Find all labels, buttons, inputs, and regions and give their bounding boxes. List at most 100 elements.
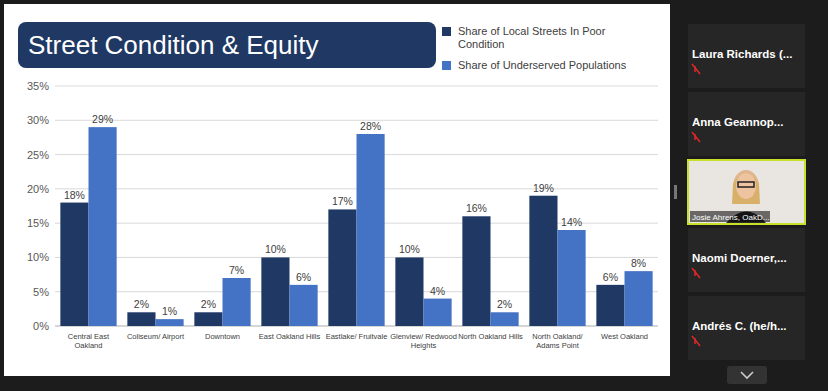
text-line: Share of Local Streets In Poor bbox=[458, 25, 606, 37]
text-line: East Oakland Hills bbox=[259, 332, 321, 341]
bar bbox=[558, 230, 586, 326]
text-line: Downtown bbox=[205, 332, 240, 341]
text-line: Coliseum/ Airport bbox=[127, 332, 185, 341]
bar bbox=[60, 203, 88, 326]
participant-name: Laura Richards (... bbox=[692, 48, 792, 60]
bar bbox=[328, 209, 356, 326]
data-label: 14% bbox=[561, 216, 582, 228]
data-label: 16% bbox=[466, 202, 487, 214]
bar bbox=[223, 278, 251, 326]
caption-bg bbox=[690, 211, 770, 222]
divider-handle bbox=[674, 185, 677, 199]
participant-tile bbox=[688, 160, 805, 224]
bars bbox=[60, 127, 652, 326]
video-glasses bbox=[738, 182, 754, 187]
x-tick-label: Downtown bbox=[205, 332, 240, 341]
participant-name: Naomi Doerner,... bbox=[692, 252, 787, 264]
data-label: 6% bbox=[296, 271, 311, 283]
y-tick-label: 25% bbox=[27, 149, 49, 161]
background bbox=[0, 0, 828, 391]
slide bbox=[4, 4, 670, 376]
participant-tile bbox=[688, 296, 805, 360]
grid-line bbox=[55, 86, 658, 87]
x-tick-label: East Oakland Hills bbox=[259, 332, 321, 341]
text-line: North Oakland/ bbox=[532, 332, 583, 341]
y-tick-label: 15% bbox=[27, 217, 49, 229]
bar bbox=[357, 134, 385, 326]
bar bbox=[625, 271, 653, 326]
x-tick-label: West Oakland bbox=[601, 332, 648, 341]
data-label: 19% bbox=[533, 182, 554, 194]
text-line: Condition bbox=[458, 38, 504, 50]
bar bbox=[395, 257, 423, 326]
video-bg bbox=[689, 161, 804, 223]
title: Street Condition & Equity bbox=[28, 30, 319, 60]
bar bbox=[261, 257, 289, 326]
legend-swatch bbox=[442, 61, 451, 70]
x-tick-label: Coliseum/ Airport bbox=[127, 332, 185, 341]
participant-name: Anna Geannop... bbox=[692, 116, 783, 128]
text-line: Eastlake/ Fruitvale bbox=[326, 332, 388, 341]
text-line: Share of Underserved Populations bbox=[458, 59, 627, 71]
y-tick-label: 10% bbox=[27, 251, 49, 263]
grid-line bbox=[55, 120, 658, 121]
bar bbox=[290, 285, 318, 326]
labels: 18% 2% 2% 10% 17% 10% 16% 19% 6% 29% 1% 7% 6% 28% 4% 2%… bbox=[64, 113, 646, 317]
data-label: 4% bbox=[430, 285, 445, 297]
video-face bbox=[736, 173, 756, 199]
y-tick-label: 30% bbox=[27, 114, 49, 126]
data-label: 1% bbox=[162, 305, 177, 317]
data-label: 28% bbox=[360, 120, 381, 132]
text-line: Glenview/ Redwood bbox=[390, 332, 457, 341]
bar bbox=[596, 285, 624, 326]
text-line: North Oakland Hills bbox=[458, 332, 523, 341]
participant-tile bbox=[688, 92, 805, 156]
mic-muted bbox=[692, 336, 700, 346]
participant-tile bbox=[688, 24, 805, 88]
data-label: 6% bbox=[603, 271, 618, 283]
text-line: Oakland bbox=[75, 341, 103, 350]
bar bbox=[462, 216, 490, 326]
legend-entry: Share of Underserved Populations bbox=[458, 59, 627, 71]
text-line: Central East bbox=[68, 332, 110, 341]
participant-name: Andrés C. (he/h... bbox=[692, 320, 787, 332]
data-label: 2% bbox=[497, 298, 512, 310]
y-tick-label: 35% bbox=[27, 80, 49, 92]
data-label: 2% bbox=[201, 298, 216, 310]
bar bbox=[89, 127, 117, 326]
title-banner bbox=[18, 22, 436, 68]
data-label: 8% bbox=[631, 257, 646, 269]
data-label: 2% bbox=[134, 298, 149, 310]
data-label: 10% bbox=[265, 243, 286, 255]
text-line: Adams Point bbox=[536, 341, 579, 350]
legend-swatch bbox=[442, 27, 451, 36]
mic-muted bbox=[692, 268, 700, 278]
x-tick-label: Glenview/ RedwoodHeights bbox=[390, 332, 457, 350]
data-label: 7% bbox=[229, 264, 244, 276]
x-tick-label: Eastlake/ Fruitvale bbox=[326, 332, 388, 341]
data-label: 18% bbox=[64, 189, 85, 201]
bar bbox=[491, 312, 519, 326]
mic-muted bbox=[692, 132, 700, 142]
data-label: 10% bbox=[399, 243, 420, 255]
y-tick-label: 5% bbox=[33, 286, 49, 298]
y-tick-label: 20% bbox=[27, 183, 49, 195]
legend-entry: Share of Local Streets In PoorCondition bbox=[458, 25, 606, 50]
y-tick-label: 0% bbox=[33, 320, 49, 332]
bar bbox=[424, 299, 452, 326]
screen: Street Condition & Equity 0% 5% 10% 15% 20% 25… bbox=[0, 0, 828, 391]
scroll-button[interactable] bbox=[727, 366, 767, 384]
text-line: Heights bbox=[411, 341, 437, 350]
bar bbox=[156, 319, 184, 326]
text-line: West Oakland bbox=[601, 332, 648, 341]
participant-name: Josie Ahrens, OakD... bbox=[692, 213, 769, 222]
bar bbox=[529, 196, 557, 326]
x-tick-label: Central EastOakland bbox=[68, 332, 110, 350]
data-label: 29% bbox=[92, 113, 113, 125]
video-hair bbox=[732, 173, 760, 204]
data-label: 17% bbox=[332, 195, 353, 207]
mic-muted bbox=[692, 64, 700, 74]
x-tick-label: North Oakland Hills bbox=[458, 332, 523, 341]
bar bbox=[194, 312, 222, 326]
chevron bbox=[741, 372, 753, 378]
